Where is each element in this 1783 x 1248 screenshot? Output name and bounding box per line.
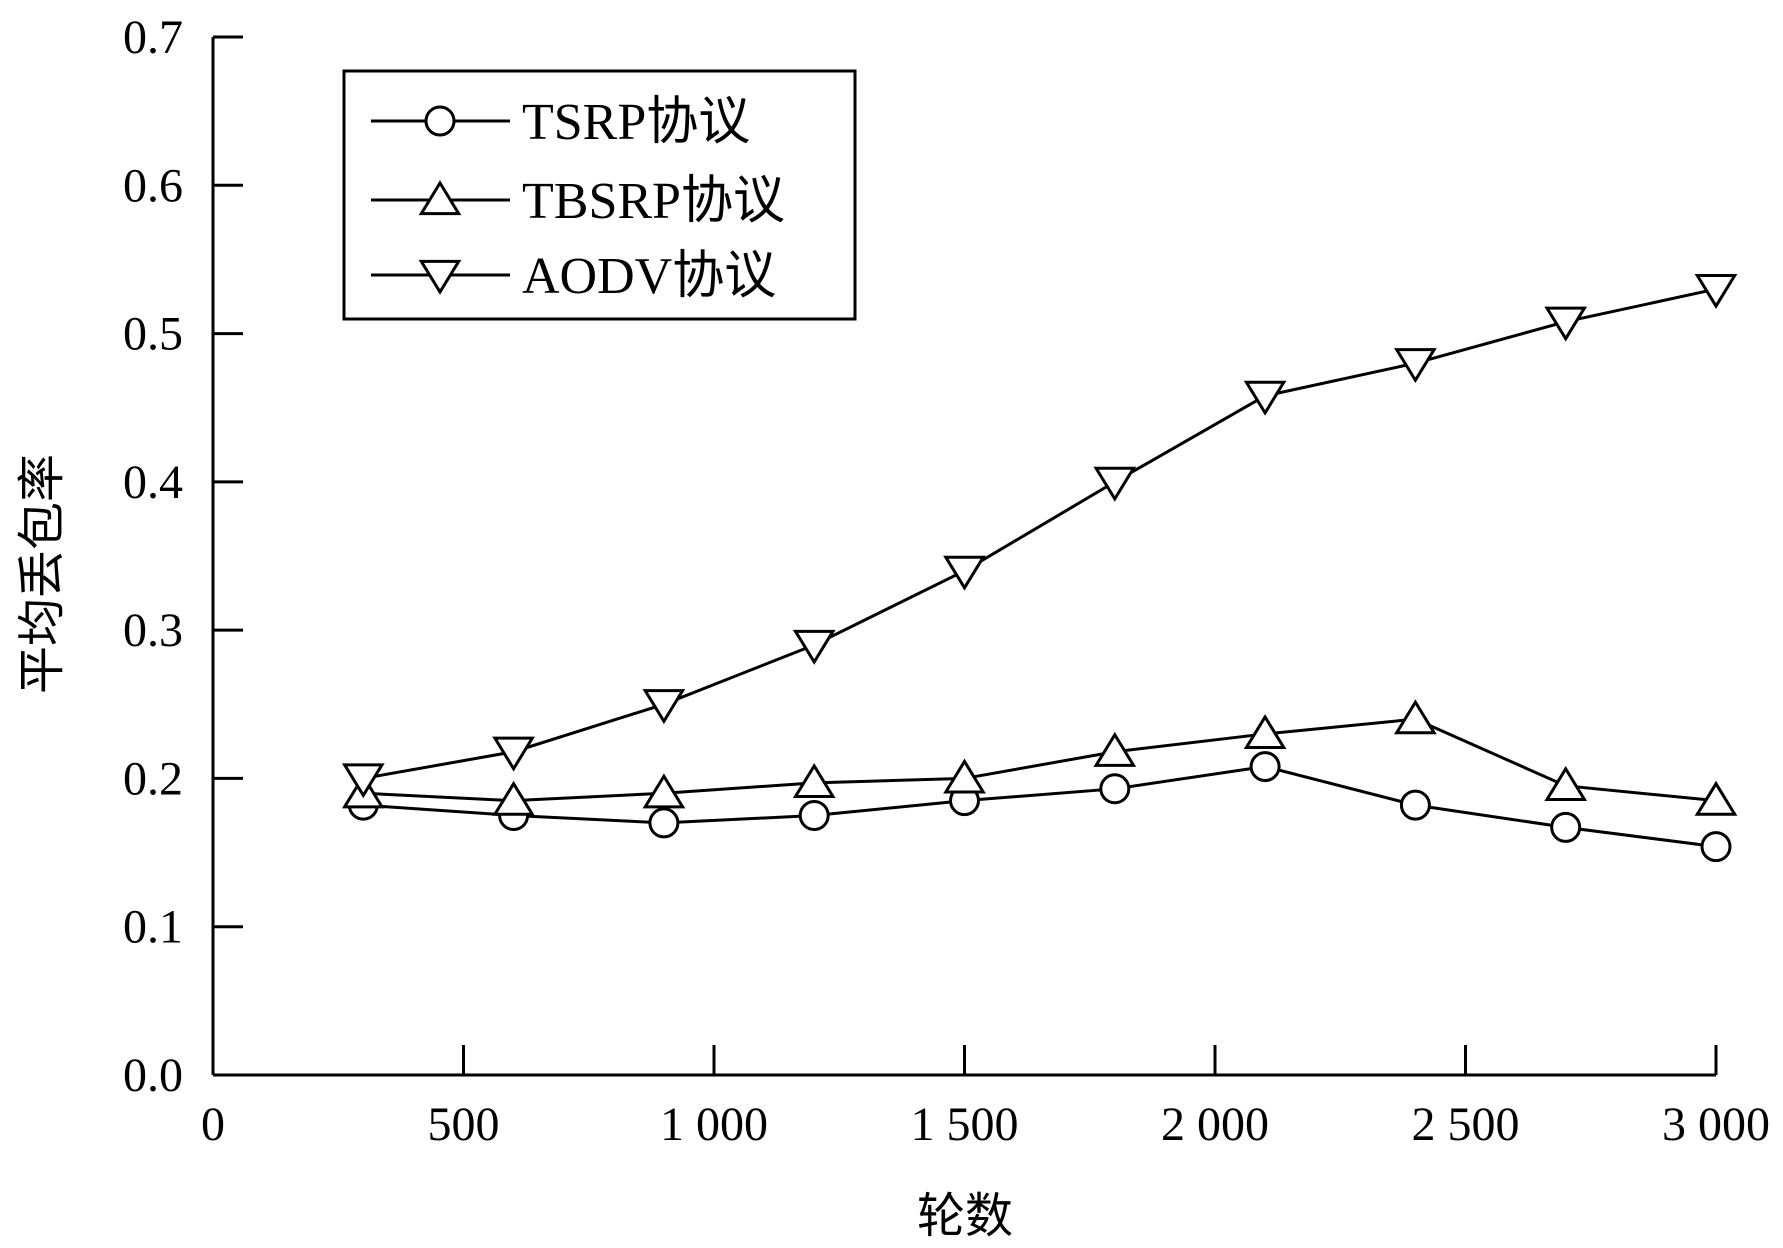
series-aodv: [341, 273, 1738, 799]
x-tick-label: 0: [201, 1098, 225, 1151]
y-tick-label: 0.3: [123, 604, 183, 657]
legend-marker-tbsrp: [418, 180, 462, 216]
data-point-aodv: [642, 689, 686, 725]
series-line-tbsrp: [363, 717, 1717, 803]
data-point-tbsrp: [1544, 765, 1588, 801]
data-point-aodv: [341, 763, 385, 799]
legend-label-tsrp: TSRP协议: [522, 94, 750, 151]
x-tick-label: 2 500: [1412, 1098, 1520, 1151]
data-point-aodv: [1243, 380, 1287, 416]
data-point-tsrp: [798, 800, 830, 831]
data-point-tbsrp: [1093, 731, 1137, 767]
legend-label-aodv: AODV协议: [522, 248, 776, 305]
data-point-tsrp: [1700, 831, 1732, 863]
y-tick-label: 0.4: [123, 456, 183, 509]
series-tsrp: [347, 751, 1732, 863]
data-point-tbsrp: [1694, 780, 1738, 816]
x-tick-label: 3 000: [1662, 1098, 1770, 1151]
data-point-aodv: [1544, 306, 1588, 342]
data-point-tbsrp: [943, 758, 986, 794]
y-tick-label: 0.0: [123, 1049, 183, 1102]
y-tick-label: 0.5: [123, 308, 183, 361]
data-point-aodv: [1093, 466, 1137, 502]
data-point-tbsrp: [1243, 714, 1287, 750]
data-point-tsrp: [1249, 751, 1281, 783]
data-point-aodv: [943, 555, 986, 591]
data-point-aodv: [792, 629, 836, 665]
data-point-tbsrp: [642, 773, 686, 809]
y-axis-title: 平均丢包率: [14, 454, 70, 694]
data-point-tsrp: [648, 807, 680, 839]
data-point-aodv: [1394, 348, 1437, 384]
x-axis-title: 轮数: [917, 1188, 1013, 1244]
data-point-tsrp: [1099, 773, 1131, 805]
data-point-tbsrp: [492, 780, 535, 816]
legend-marker-aodv: [418, 259, 462, 295]
y-tick-label: 0.1: [123, 901, 183, 954]
x-tick-label: 1 500: [911, 1098, 1019, 1151]
legend-marker-tsrp: [424, 105, 456, 137]
data-point-aodv: [492, 736, 535, 772]
y-ticks: 0.0 0.1 0.2 0.3 0.4 0.5 0.6 0.7: [123, 11, 243, 1102]
x-ticks: 0 500 1 000 1 500 2 000 2 500 3 000: [201, 1045, 1770, 1151]
data-point-tsrp: [1399, 789, 1431, 821]
x-tick-label: 500: [428, 1098, 500, 1151]
data-point-tbsrp: [792, 763, 836, 798]
y-tick-label: 0.7: [123, 11, 183, 64]
legend: TSRP协议 TBSRP协议 AODV协议: [342, 69, 857, 321]
series-line-tsrp: [363, 765, 1717, 849]
legend-label-tbsrp: TBSRP协议: [522, 173, 785, 230]
series-tbsrp: [341, 699, 1738, 816]
y-tick-label: 0.6: [123, 159, 183, 212]
series-layer: [341, 273, 1738, 863]
x-tick-label: 2 000: [1161, 1098, 1269, 1151]
y-tick-label: 0.2: [123, 752, 183, 805]
series-line-aodv: [363, 287, 1717, 780]
data-point-tsrp: [1550, 811, 1582, 843]
data-point-aodv: [1694, 273, 1738, 309]
data-point-tbsrp: [1394, 699, 1437, 735]
x-tick-label: 1 000: [660, 1098, 768, 1151]
